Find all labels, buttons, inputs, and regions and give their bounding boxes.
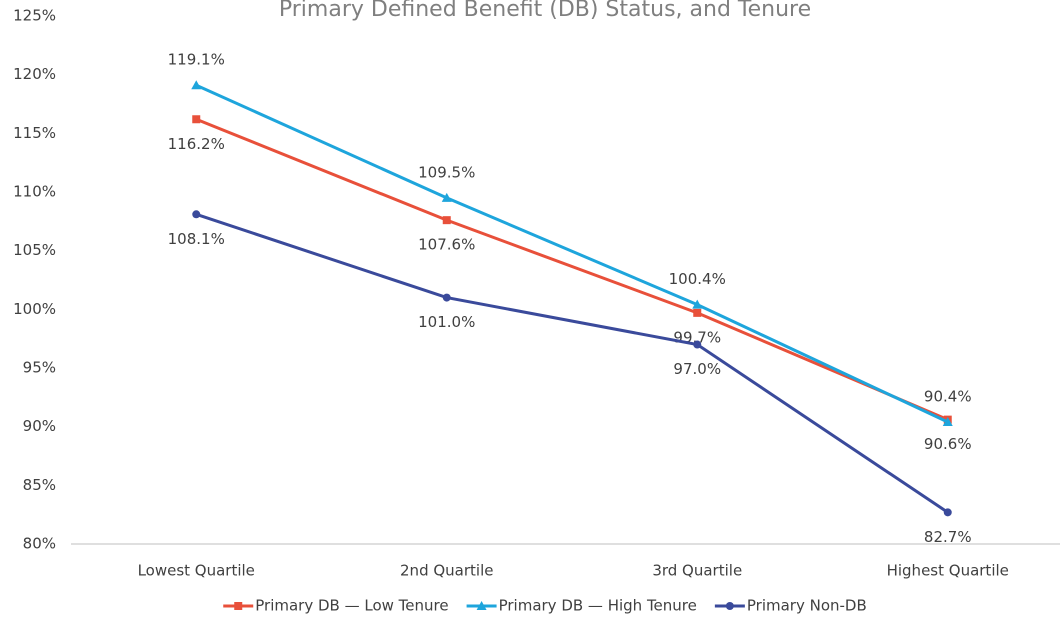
x-tick-label: 3rd Quartile [652, 562, 742, 580]
chart-title: Primary Defined Benefit (DB) Status, and… [279, 0, 811, 22]
y-tick-label: 115% [13, 124, 56, 142]
x-tick-label: Lowest Quartile [138, 562, 255, 580]
y-tick-label: 110% [13, 183, 56, 201]
marker [725, 602, 734, 610]
data-label: 100.4% [669, 270, 726, 288]
data-label: 109.5% [418, 163, 475, 181]
y-tick-label: 105% [13, 241, 56, 259]
marker [943, 508, 952, 517]
data-label: 119.1% [168, 51, 225, 69]
marker [693, 308, 702, 317]
y-tick-label: 125% [13, 7, 56, 25]
series-line [195, 117, 949, 422]
legend: Primary DB — Low Tenure Primary DB — High… [223, 597, 867, 615]
legend-label: Primary DB — Low Tenure [255, 597, 448, 615]
marker [441, 192, 452, 202]
marker [191, 80, 202, 90]
y-tick-label: 80% [23, 535, 56, 553]
data-label: 90.4% [924, 387, 972, 405]
series-line [195, 83, 949, 424]
legend-label: Primary DB — High Tenure [499, 597, 697, 615]
x-tick-label: 2nd Quartile [400, 562, 493, 580]
legend-label: Primary Non-DB [747, 597, 867, 615]
marker [192, 210, 201, 219]
marker [234, 602, 243, 610]
y-tick-label: 120% [13, 65, 56, 83]
data-label: 108.1% [168, 230, 225, 248]
marker [693, 340, 702, 349]
marker [192, 115, 201, 124]
data-label: 101.0% [418, 313, 475, 331]
marker [942, 416, 953, 426]
y-tick-label: 90% [23, 417, 56, 435]
y-tick-label: 85% [23, 476, 56, 494]
marker [692, 299, 703, 309]
data-label: 107.6% [418, 236, 475, 254]
y-tick-label: 95% [23, 359, 56, 377]
data-label: 97.0% [673, 360, 721, 378]
data-label: 116.2% [168, 135, 225, 153]
marker [442, 216, 451, 225]
marker [442, 293, 451, 302]
data-label: 90.6% [924, 435, 972, 453]
x-tick-label: Highest Quartile [887, 562, 1009, 580]
y-tick-label: 100% [13, 300, 56, 318]
data-label: 82.7% [924, 528, 972, 546]
marker [476, 601, 487, 610]
series-line [195, 212, 949, 514]
